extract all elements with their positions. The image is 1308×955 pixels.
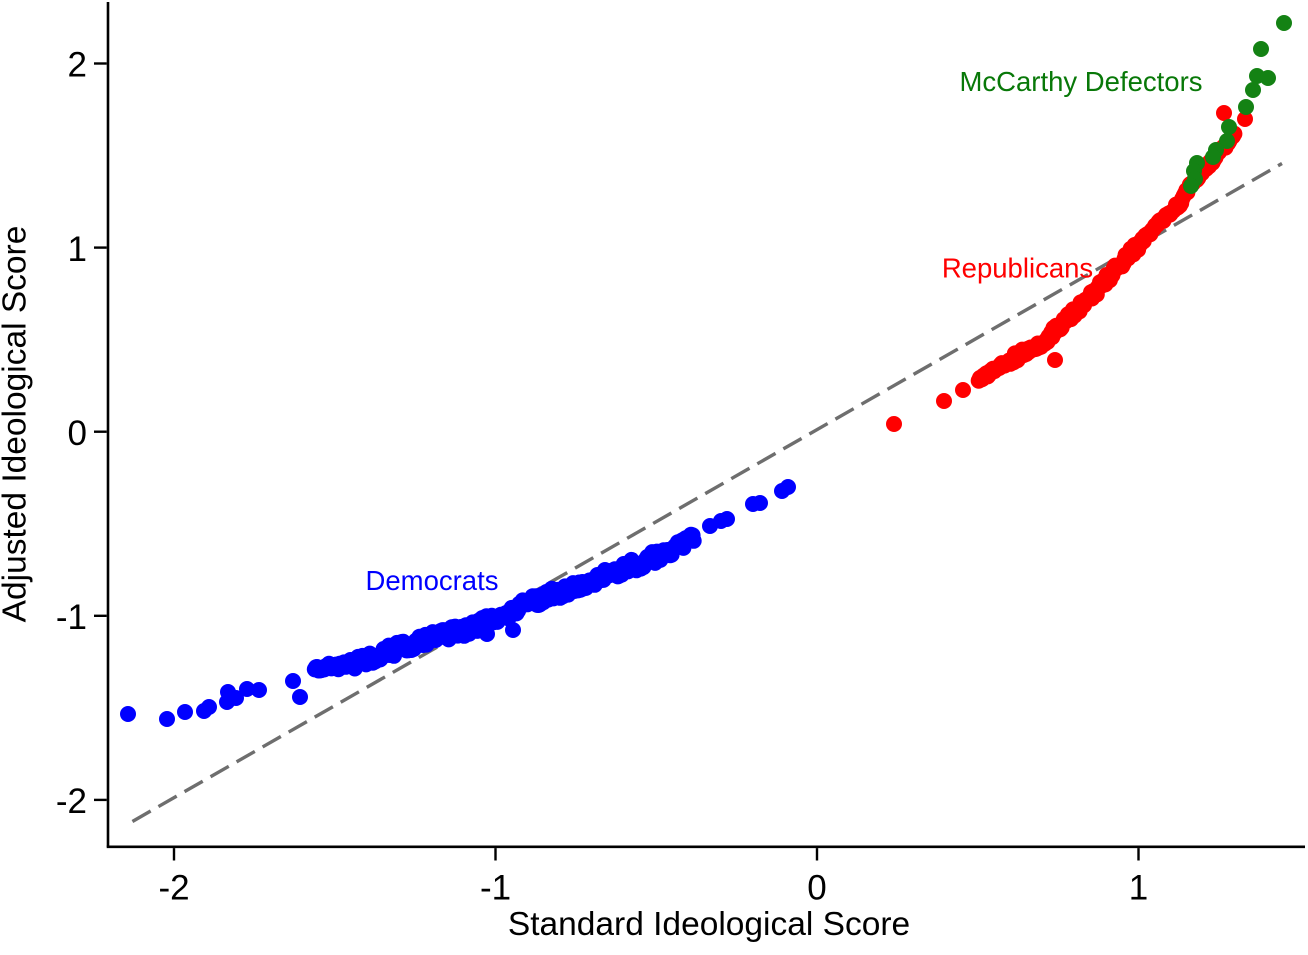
svg-text:-2: -2 [158, 868, 189, 907]
svg-text:Democrats: Democrats [366, 565, 499, 596]
svg-text:-2: -2 [56, 782, 87, 821]
svg-text:0: 0 [68, 414, 87, 453]
svg-text:2: 2 [68, 46, 87, 85]
svg-text:-1: -1 [480, 868, 511, 907]
svg-text:-1: -1 [56, 598, 87, 637]
svg-text:Adjusted Ideological Score: Adjusted Ideological Score [0, 226, 34, 623]
svg-text:0: 0 [807, 868, 826, 907]
svg-text:Republicans: Republicans [942, 253, 1093, 284]
svg-text:Standard Ideological Score: Standard Ideological Score [508, 906, 910, 943]
svg-text:McCarthy Defectors: McCarthy Defectors [960, 66, 1203, 97]
svg-text:1: 1 [68, 230, 87, 269]
svg-text:1: 1 [1129, 868, 1148, 907]
